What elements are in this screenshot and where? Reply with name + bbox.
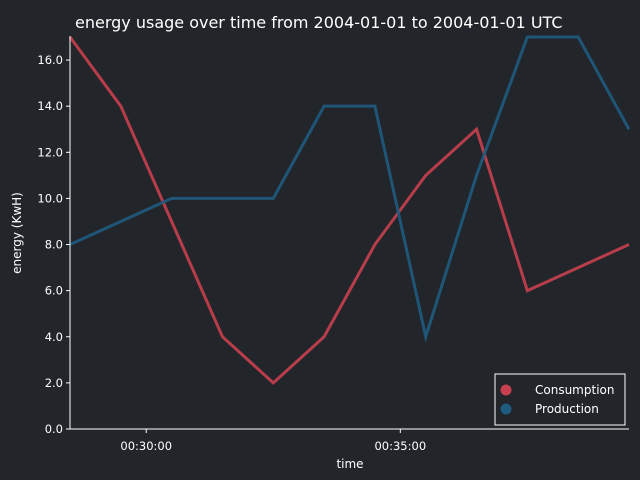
series-line-consumption: [68, 36, 630, 385]
series-lines: [68, 35, 631, 385]
y-tick-label: 0.0: [45, 422, 63, 436]
y-tick-label: 2.0: [45, 376, 63, 390]
series-line-production: [69, 35, 631, 343]
y-axis-ticks: 0.0 2.0 4.0 6.0 8.0 10.0 12.0 14.0 16.0: [37, 53, 70, 436]
legend-label-consumption: Consumption: [535, 383, 614, 397]
y-tick-label: 14.0: [37, 99, 63, 113]
y-tick-label: 6.0: [45, 284, 63, 298]
y-tick-label: 12.0: [37, 145, 63, 159]
legend-label-production: Production: [535, 402, 599, 416]
x-tick-label: 00:35:00: [374, 439, 426, 453]
y-tick-label: 4.0: [45, 330, 63, 344]
y-tick-label: 16.0: [37, 53, 63, 67]
x-tick-label: 00:30:00: [120, 439, 172, 453]
y-tick-label: 8.0: [45, 238, 63, 252]
y-tick-label: 10.0: [37, 191, 63, 205]
legend-marker-consumption: [500, 384, 512, 396]
legend-marker-production: [500, 403, 512, 415]
chart-title: energy usage over time from 2004-01-01 t…: [75, 13, 563, 32]
x-axis-label: time: [336, 457, 363, 471]
axes: [69, 36, 629, 430]
legend-box: [494, 373, 626, 426]
x-axis-ticks: 00:30:00 00:35:00: [120, 429, 426, 453]
legend: Consumption Production: [494, 373, 626, 426]
y-axis-label: energy (KwH): [10, 192, 24, 274]
